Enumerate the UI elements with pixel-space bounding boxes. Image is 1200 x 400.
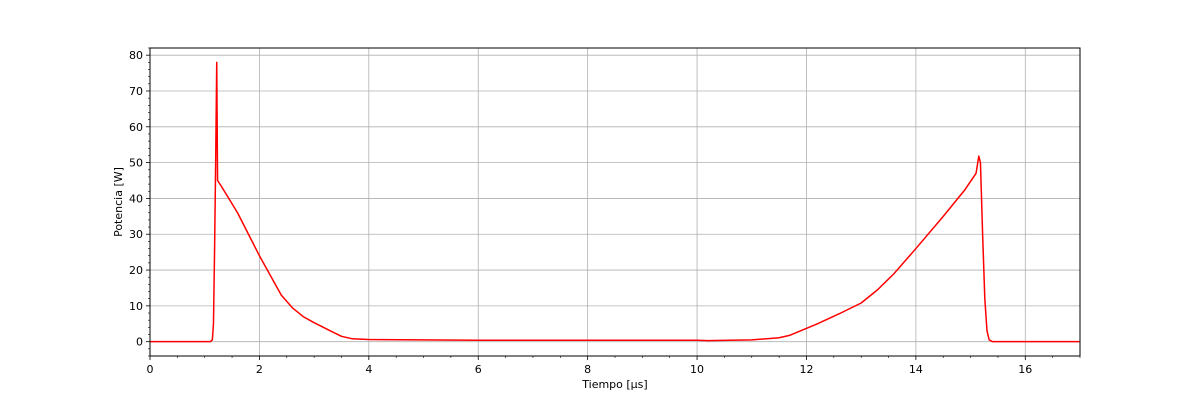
x-tick-label: 4 bbox=[365, 363, 372, 376]
y-tick-label: 10 bbox=[129, 300, 143, 313]
y-tick-label: 60 bbox=[129, 121, 143, 134]
y-tick-label: 50 bbox=[129, 157, 143, 170]
y-tick-label: 30 bbox=[129, 228, 143, 241]
ticks: 0 2 4 6 8 10 12 14 16 0 10 20 30 40 50 60 70 80 bbox=[129, 47, 1081, 376]
y-axis-label: Potencia [W] bbox=[112, 167, 125, 237]
x-tick-label: 8 bbox=[584, 363, 591, 376]
y-tick-label: 80 bbox=[129, 49, 143, 62]
x-tick-label: 6 bbox=[475, 363, 482, 376]
x-tick-label: 10 bbox=[690, 363, 704, 376]
y-tick-label: 0 bbox=[136, 336, 143, 349]
x-tick-label: 2 bbox=[256, 363, 263, 376]
grid bbox=[149, 48, 1080, 356]
x-tick-label: 12 bbox=[799, 363, 813, 376]
x-tick-label: 14 bbox=[909, 363, 923, 376]
x-tick-label: 0 bbox=[147, 363, 154, 376]
y-tick-label: 20 bbox=[129, 264, 143, 277]
series-layer bbox=[150, 61, 1080, 343]
y-tick-label: 40 bbox=[129, 192, 143, 205]
x-tick-label: 16 bbox=[1018, 363, 1032, 376]
series-line bbox=[150, 61, 1080, 343]
y-tick-label: 70 bbox=[129, 85, 143, 98]
x-axis-label: Tiempo [μs] bbox=[581, 378, 647, 391]
